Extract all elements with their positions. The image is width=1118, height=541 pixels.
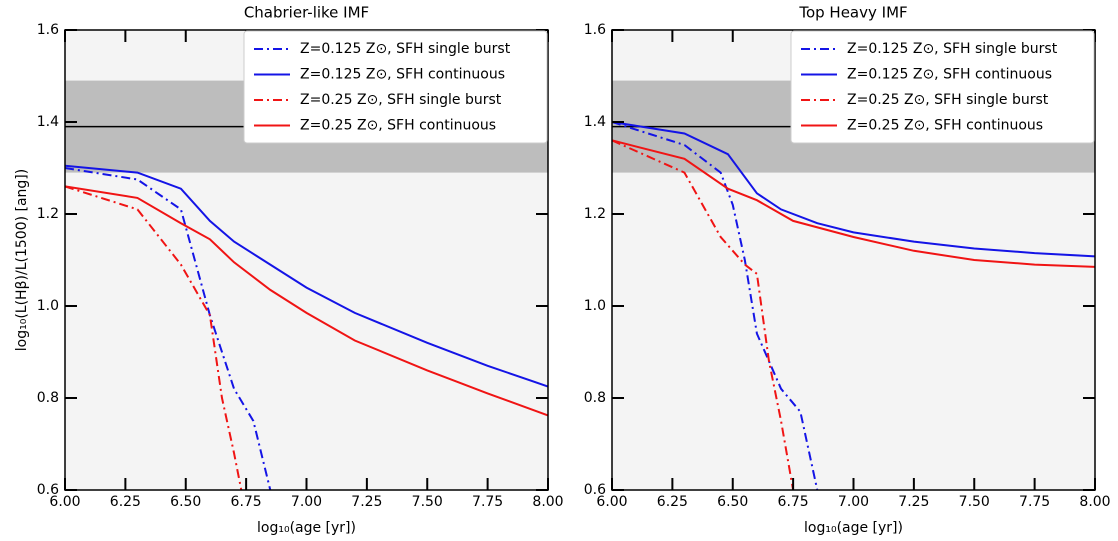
legend-label: Z=0.25 Z⊙, SFH continuous — [847, 118, 1043, 134]
x-tick-label: 7.00 — [838, 494, 869, 510]
y-tick-label: 0.8 — [37, 390, 59, 406]
x-tick-label: 7.25 — [898, 494, 929, 510]
y-tick-label: 1.0 — [584, 298, 606, 314]
data-line — [612, 139, 795, 490]
legend-label: Z=0.25 Z⊙, SFH single burst — [300, 92, 502, 108]
legend-label: Z=0.125 Z⊙, SFH continuous — [300, 67, 505, 83]
y-tick-label: 1.6 — [37, 22, 59, 38]
x-tick-label: 6.25 — [110, 494, 141, 510]
x-tick-label: 8.00 — [532, 494, 563, 510]
x-tick-label: 6.00 — [596, 494, 627, 510]
chart-title: Chabrier-like IMF — [244, 4, 369, 22]
x-axis-label: log₁₀(age [yr]) — [257, 520, 356, 536]
y-tick-label: 0.8 — [584, 390, 606, 406]
x-tick-label: 8.00 — [1079, 494, 1110, 510]
x-tick-label: 6.50 — [170, 494, 201, 510]
data-line — [65, 185, 243, 490]
y-tick-label: 1.4 — [37, 114, 59, 130]
x-axis-label: log₁₀(age [yr]) — [804, 520, 903, 536]
x-tick-label: 6.00 — [49, 494, 80, 510]
legend-label: Z=0.125 Z⊙, SFH single burst — [300, 41, 511, 57]
x-tick-label: 7.75 — [1019, 494, 1050, 510]
y-tick-label: 1.4 — [584, 114, 606, 130]
data-line — [612, 121, 1095, 258]
legend-label: Z=0.25 Z⊙, SFH single burst — [847, 92, 1049, 108]
y-tick-label: 0.6 — [37, 482, 59, 498]
x-tick-label: 6.25 — [657, 494, 688, 510]
x-tick-label: 7.50 — [959, 494, 990, 510]
data-line — [612, 139, 1095, 268]
x-tick-label: 7.25 — [351, 494, 382, 510]
y-tick-label: 1.2 — [37, 206, 59, 222]
x-tick-label: 6.75 — [778, 494, 809, 510]
x-tick-label: 6.50 — [717, 494, 748, 510]
data-line — [65, 164, 548, 388]
legend-label: Z=0.125 Z⊙, SFH single burst — [847, 41, 1058, 57]
data-line — [612, 121, 819, 490]
legend-label: Z=0.125 Z⊙, SFH continuous — [847, 67, 1052, 83]
y-tick-label: 0.6 — [584, 482, 606, 498]
y-tick-label: 1.6 — [584, 22, 606, 38]
data-line — [65, 185, 548, 417]
y-tick-label: 1.0 — [37, 298, 59, 314]
x-tick-label: 7.00 — [291, 494, 322, 510]
legend-box — [243, 30, 548, 144]
chart-title: Top Heavy IMF — [798, 4, 907, 22]
legend-label: Z=0.25 Z⊙, SFH continuous — [300, 118, 496, 134]
x-tick-label: 6.75 — [231, 494, 262, 510]
legend-box — [790, 30, 1095, 144]
x-tick-label: 7.75 — [472, 494, 503, 510]
x-tick-label: 7.50 — [412, 494, 443, 510]
y-axis-label: log₁₀(L(Hβ)/L(1500) [ang]) — [14, 169, 30, 351]
y-tick-label: 1.2 — [584, 206, 606, 222]
